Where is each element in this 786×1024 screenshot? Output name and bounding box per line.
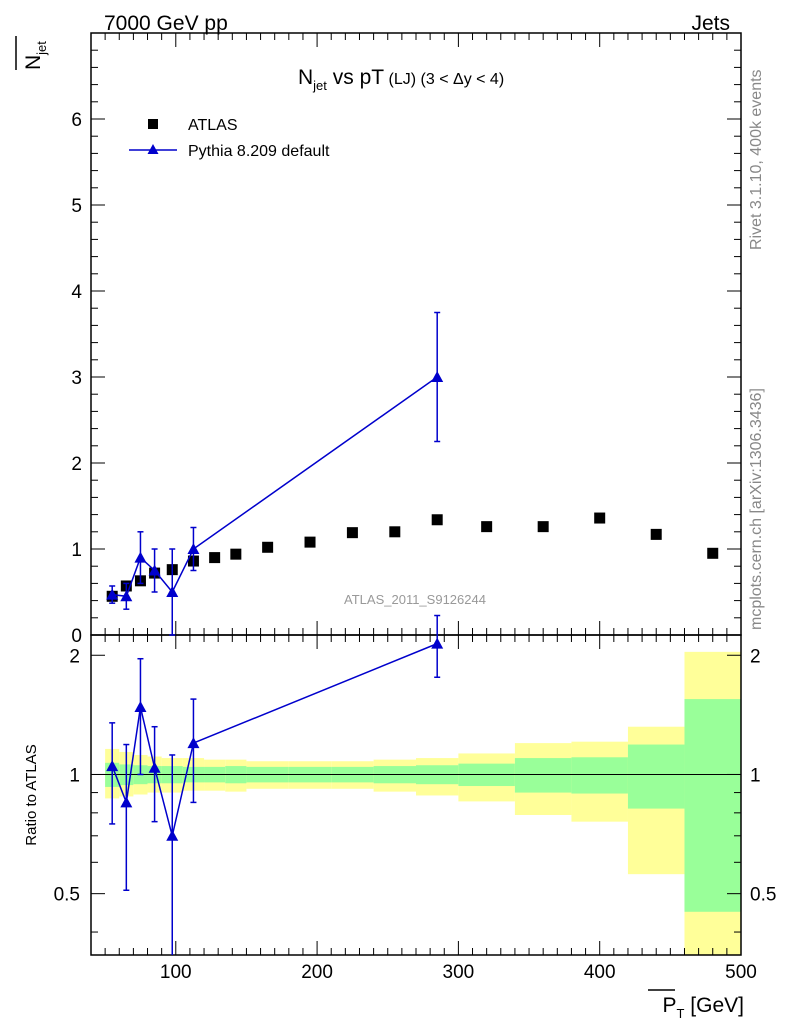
- y-tick-label: 2: [71, 454, 82, 475]
- pythia-point: [134, 551, 147, 563]
- ratio-pythia-line: [111, 642, 438, 836]
- band-inner-17: [684, 699, 741, 912]
- ratio-y-tick-label-right: 0.5: [750, 885, 776, 906]
- y-tick-label: 0: [71, 626, 82, 647]
- ratio-pythia-point: [166, 829, 179, 841]
- x-axis-label: PT [GeV]: [663, 994, 745, 1021]
- y-tick-label: 4: [71, 282, 82, 303]
- band-inner-15: [571, 757, 628, 794]
- atlas-point: [481, 521, 493, 533]
- atlas-point: [650, 528, 662, 540]
- x-tick-label: 300: [443, 962, 475, 983]
- pythia-point: [187, 543, 200, 554]
- atlas-point: [594, 512, 606, 524]
- atlas-point: [431, 514, 443, 526]
- atlas-point: [707, 547, 719, 559]
- ratio-y-axis-label: Ratio to ATLAS: [23, 744, 40, 845]
- x-tick-label: 400: [584, 962, 616, 983]
- ratio-y-tick-label-right: 2: [750, 646, 761, 667]
- ratio-pythia-point: [187, 737, 200, 749]
- pythia-point: [431, 371, 444, 382]
- chart-title: Njet vs pT (LJ) (3 < Δy < 4): [298, 66, 504, 93]
- ratio-y-tick-label: 2: [69, 646, 80, 667]
- y-tick-label: 5: [71, 196, 82, 217]
- band-inner-14: [514, 758, 572, 793]
- y-tick-label: 1: [71, 540, 82, 561]
- ratio-y-tick-label-right: 1: [750, 765, 761, 786]
- atlas-point: [304, 536, 316, 548]
- atlas-point: [209, 552, 221, 564]
- chart-marks: [106, 311, 719, 955]
- analysis-watermark: ATLAS_2011_S9126244: [344, 592, 486, 607]
- legend-label-atlas: ATLAS: [188, 117, 238, 134]
- legend: ATLAS Pythia 8.209 default: [129, 117, 330, 160]
- ratio-y-tick-label: 0.5: [54, 885, 80, 906]
- atlas-point: [230, 548, 242, 560]
- atlas-point: [389, 526, 401, 538]
- ratio-pythia-point: [431, 637, 444, 649]
- x-tick-label: 200: [301, 962, 333, 983]
- pythia-line: [112, 376, 438, 598]
- x-tick-label: 100: [160, 962, 192, 983]
- ratio-uncertainty-bands: [105, 651, 741, 955]
- mcplots-label: mcplots.cern.ch [arXiv:1306.3436]: [748, 388, 765, 630]
- y-axis-label: Njet: [22, 41, 49, 70]
- legend-marker-atlas: [148, 119, 158, 129]
- ratio-y-tick-label: 1: [69, 765, 80, 786]
- pythia-point: [106, 588, 119, 600]
- x-tick-label: 500: [725, 962, 757, 983]
- pythia-point: [120, 590, 133, 602]
- ratio-pythia-point: [148, 761, 161, 773]
- header-right: Jets: [691, 12, 730, 35]
- ratio-pythia-point: [120, 796, 133, 808]
- ratio-pythia-point: [134, 701, 147, 713]
- pythia-point: [148, 564, 161, 576]
- band-inner-16: [627, 744, 685, 809]
- atlas-point: [262, 541, 274, 553]
- y-tick-label: 3: [71, 368, 82, 389]
- pythia-point: [166, 586, 179, 597]
- y-tick-label: 6: [71, 110, 82, 131]
- legend-marker-pythia: [147, 144, 159, 154]
- rivet-label: Rivet 3.1.10, 400k events: [748, 69, 765, 250]
- axes: 100 200 300 400 500 0 1 2 3 4 5 6 0.5 0.5 1 1 2 2: [54, 32, 776, 983]
- atlas-point: [346, 527, 358, 539]
- legend-label-pythia: Pythia 8.209 default: [188, 143, 330, 160]
- ratio-pythia-point: [106, 760, 119, 772]
- header-left: 7000 GeV pp: [104, 12, 228, 35]
- atlas-point: [537, 521, 549, 533]
